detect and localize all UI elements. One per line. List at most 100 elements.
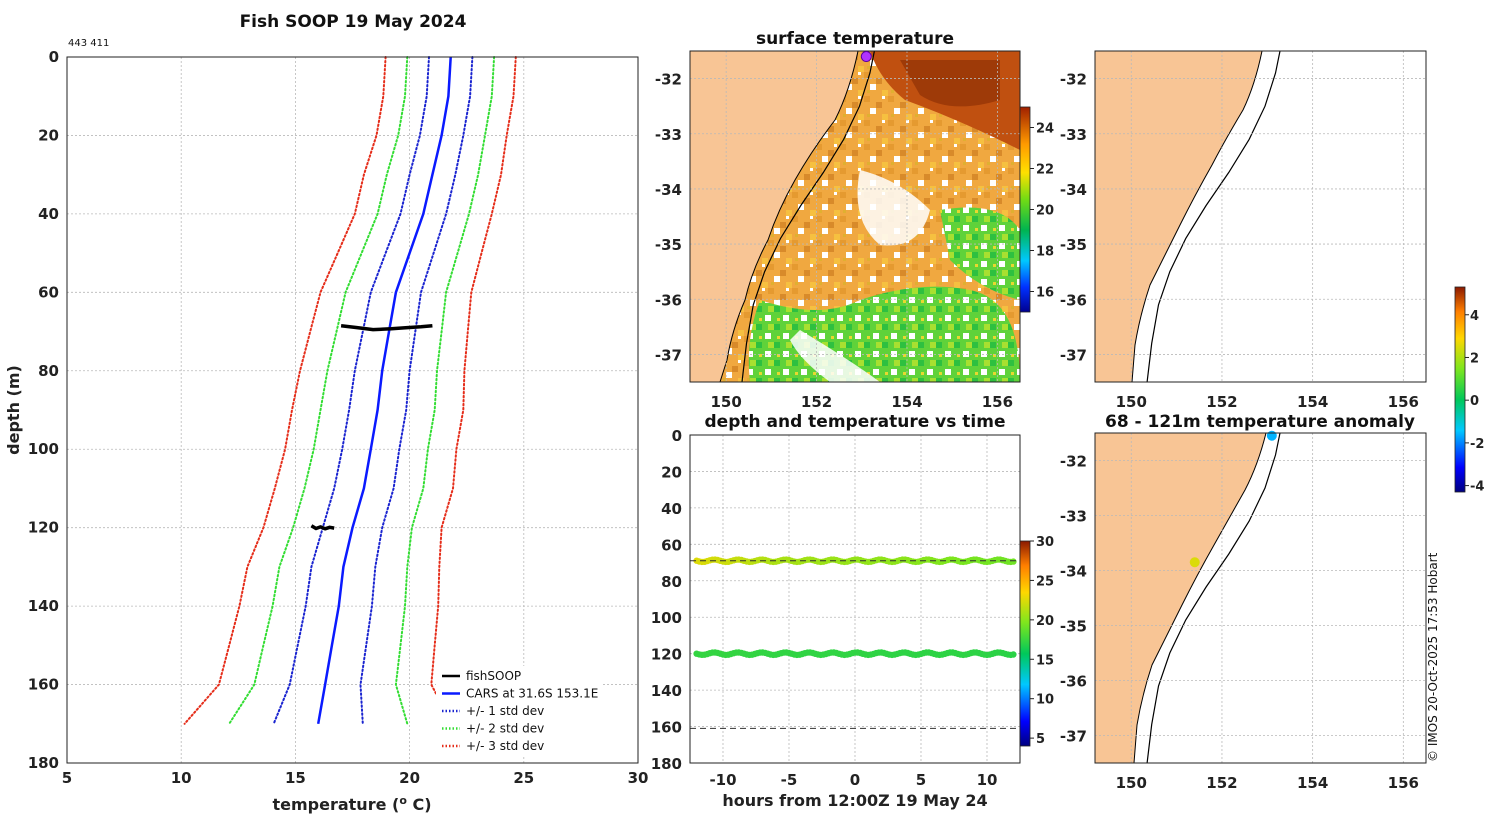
legend: fishSOOP CARS at 31.6S 153.1E +/- 1 std de…: [436, 666, 602, 756]
sst-colorbar-label: 16: [1036, 286, 1054, 301]
map-anomaly-xtick-label: 152: [1206, 774, 1237, 792]
profile-xtick-label: 10: [171, 769, 192, 787]
vessel-position-marker: [860, 51, 872, 63]
timeseries-ytick-label: 140: [651, 682, 682, 700]
timeseries-xtick-label: 10: [977, 771, 998, 789]
legend-label: fishSOOP: [466, 669, 521, 683]
map-top-xtick-label: 150: [1116, 393, 1147, 411]
map-top-ytick-label: -36: [1060, 291, 1087, 309]
sst-xtick-label: 152: [801, 393, 832, 411]
map-top-ytick-label: -33: [1060, 126, 1087, 144]
std-dev-line: [272, 56, 430, 725]
sst-ytick-label: -32: [655, 71, 682, 89]
sst-ytick-label: -36: [655, 291, 682, 309]
map-anomaly-ytick-label: -37: [1060, 728, 1087, 746]
profile-ytick-label: 80: [38, 362, 59, 380]
sst-shelf-contour: [741, 51, 875, 382]
map-top-xtick-label: 154: [1297, 393, 1328, 411]
profile-ylabel: depth (m): [4, 365, 23, 455]
anomaly-colorbar-label: -4: [1470, 480, 1484, 495]
anomaly-colorbar: [1454, 286, 1466, 493]
sst-ytick-label: -37: [655, 346, 682, 364]
vessel-position-dot: [860, 51, 872, 63]
timeseries-ytick-label: 160: [651, 719, 682, 737]
profile-lines: [183, 56, 517, 725]
sst-xtick-label: 156: [982, 393, 1013, 411]
anomaly-colorbar-ticks: -4 -2 0 2 4: [1465, 309, 1484, 495]
map-anomaly-xtick-label: 156: [1388, 774, 1419, 792]
profile-title: Fish SOOP 19 May 2024: [240, 12, 467, 32]
map-top-land: [1095, 51, 1263, 382]
profile-ticks: 5 10 15 20 25 30 0 20 40 60 80 100 120 140 160 180: [28, 48, 649, 787]
timeseries-point: [1010, 651, 1017, 658]
profile-xtick-label: 25: [513, 769, 534, 787]
anomaly-point: [1266, 430, 1277, 441]
anomaly-colorbar-label: 2: [1470, 351, 1479, 366]
anomaly-point: [1189, 557, 1200, 568]
std-dev-line: [183, 56, 387, 725]
map-top-grid: [1095, 51, 1426, 382]
sst-ytick-label: -34: [655, 181, 682, 199]
std-dev-line: [228, 56, 409, 725]
map-top-ticks: 150 152 154 156 -32 -33 -34 -35 -36 -37: [1060, 71, 1419, 411]
profile-ytick-label: 140: [28, 597, 59, 615]
map-top-xtick-label: 152: [1206, 393, 1237, 411]
map-anomaly-ytick-label: -33: [1060, 508, 1087, 526]
sst-title: surface temperature: [756, 29, 954, 49]
sst-map: [690, 51, 1020, 382]
map-anomaly-grid: [1095, 433, 1426, 763]
profile-ytick-label: 20: [38, 126, 59, 144]
map-anomaly-frame: [1094, 432, 1427, 764]
map-top-xtick-label: 156: [1388, 393, 1419, 411]
timeseries-ytick-label: 80: [661, 573, 682, 591]
timeseries-xtick-label: 0: [850, 771, 860, 789]
timeseries-ytick-label: 120: [651, 646, 682, 664]
fishsoop-trace: [340, 323, 433, 332]
map-anomaly-land: [1095, 433, 1267, 763]
timeseries-colorbar-label: 15: [1036, 653, 1054, 668]
timeseries-colorbar-label: 10: [1036, 693, 1054, 708]
timeseries-colorbar-label: 20: [1036, 614, 1054, 629]
sst-xtick-label: 154: [891, 393, 922, 411]
std-dev-line: [394, 56, 496, 725]
profile-ytick-label: 40: [38, 205, 59, 223]
map-anomaly-ticks: 150 152 154 156 -32 -33 -34 -35 -36 -37: [1060, 453, 1419, 793]
timeseries-xlabel: hours from 12:00Z 19 May 24: [722, 791, 987, 810]
id-label: 443 411: [68, 38, 109, 49]
timeseries-xtick-label: -10: [709, 771, 736, 789]
map-top-ytick-label: -35: [1060, 236, 1087, 254]
timeseries-ytick-label: 40: [661, 500, 682, 518]
legend-label: +/- 2 std dev: [466, 722, 544, 736]
map-anomaly-ytick-label: -35: [1060, 618, 1087, 636]
sst-colorbar-label: 22: [1036, 163, 1054, 178]
anomaly-colorbar-label: 0: [1470, 394, 1479, 409]
profile-xtick-label: 15: [285, 769, 306, 787]
std-dev-line: [359, 56, 474, 725]
map-top: [1095, 51, 1281, 382]
sst-colorbar-label: 20: [1036, 204, 1054, 219]
timeseries-colorbar-ticks: 5 10 15 20 25 30: [1030, 535, 1054, 747]
map-top-frame: [1094, 50, 1427, 383]
legend-label: +/- 1 std dev: [466, 704, 544, 718]
timeseries-colorbar-label: 30: [1036, 535, 1054, 550]
map-top-ytick-label: -37: [1060, 346, 1087, 364]
sst-ticks: 150 152 154 156 -32 -33 -34 -35 -36 -37: [655, 71, 1013, 411]
profile-plot-area: [67, 57, 638, 763]
cars-mean-line: [316, 56, 452, 725]
sst-colorbar-label: 24: [1036, 122, 1054, 137]
timeseries-xtick-label: 5: [916, 771, 926, 789]
timeseries-xtick-label: -5: [781, 771, 798, 789]
timeseries-point: [1010, 558, 1017, 565]
anomaly-colorbar-label: 4: [1470, 309, 1479, 324]
profile-xtick-label: 20: [399, 769, 420, 787]
map-anomaly-shelf-contour: [1146, 433, 1281, 763]
timeseries-ytick-label: 0: [672, 427, 682, 445]
profile-xtick-label: 30: [628, 769, 649, 787]
timeseries-colorbar-label: 25: [1036, 574, 1054, 589]
timeseries-colorbar-label: 5: [1036, 732, 1045, 747]
timeseries-title: depth and temperature vs time: [705, 412, 1006, 432]
timeseries-ytick-label: 20: [661, 463, 682, 481]
credit-label: © IMOS 20-Oct-2025 17:53 Hobart: [1426, 552, 1440, 762]
map-top-ytick-label: -34: [1060, 181, 1087, 199]
